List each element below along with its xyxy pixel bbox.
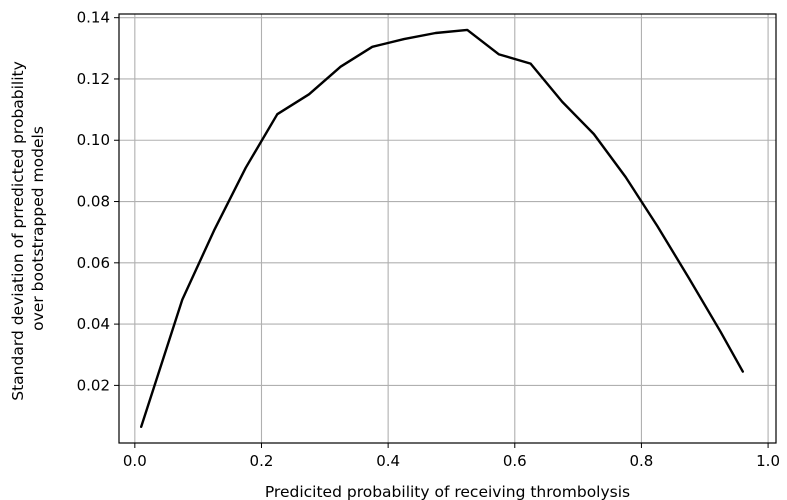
y-tick-label: 0.08 [77, 193, 110, 211]
y-axis-label-line-2: over bootstrapped models [29, 126, 47, 331]
x-tick-label: 0.2 [250, 452, 274, 470]
plot-frame [118, 13, 777, 444]
y-tick-label: 0.04 [77, 315, 110, 333]
x-tick-label: 0.0 [123, 452, 147, 470]
y-tick-label: 0.14 [77, 9, 110, 27]
x-tick-label: 1.0 [756, 452, 780, 470]
x-tick-label: 0.6 [503, 452, 527, 470]
x-tick-label: 0.4 [376, 452, 400, 470]
y-tick-label: 0.12 [77, 70, 110, 88]
grid-lines [119, 14, 776, 443]
y-tick-label: 0.02 [77, 376, 110, 394]
y-axis-label-line-1: Standard deviation of prredicted probabi… [9, 61, 27, 401]
x-tick-label: 0.8 [630, 452, 654, 470]
y-axis-label: Standard deviation of prredicted probabi… [9, 56, 47, 400]
y-tick-label: 0.10 [77, 131, 110, 149]
series-line-layer [139, 28, 744, 428]
y-axis: 0.02 0.04 0.06 0.08 0.10 0.12 0.14 [77, 9, 119, 394]
series-line [139, 28, 744, 428]
y-tick-label: 0.06 [77, 254, 110, 272]
x-axis-label: Predicited probability of receiving thro… [265, 483, 630, 500]
x-axis: 0.0 0.2 0.4 0.6 0.8 1.0 [123, 443, 780, 470]
